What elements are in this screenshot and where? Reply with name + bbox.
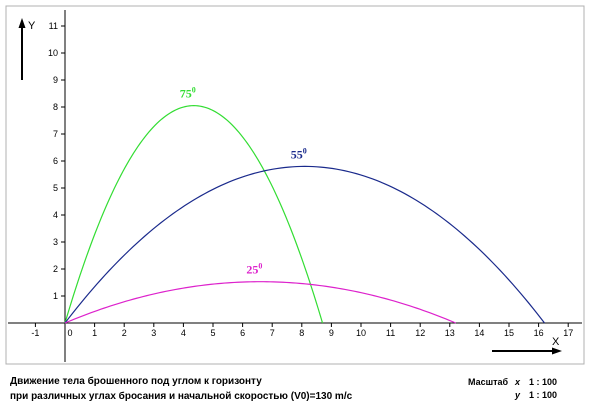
y-tick-label: 2: [53, 264, 58, 274]
x-axis-arrow-icon: [552, 347, 562, 355]
y-tick-label: 5: [53, 183, 58, 193]
y-axis-ticks: 1 2 3 4 5 6 7 8 9 10 11: [48, 21, 65, 301]
scale-info: Масштаб x 1 : 100 y 1 : 100: [468, 377, 557, 403]
trajectory-25-deg: [64, 281, 456, 324]
angle-label-25: 250: [246, 262, 262, 277]
y-tick-label: 3: [53, 237, 58, 247]
x-tick-label: 1: [92, 328, 97, 338]
x-tick-label: 12: [415, 328, 425, 338]
x-tick-label: 15: [504, 328, 514, 338]
x-tick-label: 9: [329, 328, 334, 338]
y-tick-label: 4: [53, 210, 58, 220]
x-tick-label: 2: [122, 328, 127, 338]
trajectory-chart: -1 0 1 2 3 4 5 6 7 8 9 10 11 12 13 14 15 16 17 12345678910…: [5, 5, 585, 365]
x-tick-label: 6: [240, 328, 245, 338]
y-tick-label: 8: [53, 102, 58, 112]
trajectory-75-deg: [64, 105, 324, 324]
y-tick-label: 6: [53, 156, 58, 166]
x-tick-label: 17: [563, 328, 573, 338]
scale-label: Масштаб: [468, 377, 509, 387]
angle-annotations: 750 550 250: [180, 86, 307, 277]
x-tick-label: -1: [31, 328, 39, 338]
scale-y-value: 1 : 100: [529, 390, 558, 400]
scale-x-value: 1 : 100: [529, 377, 558, 387]
angle-label-75: 750: [180, 86, 196, 101]
scale-row-x: Масштаб x 1 : 100: [468, 377, 557, 390]
x-tick-label: 5: [210, 328, 215, 338]
y-tick-label: 11: [49, 21, 58, 31]
x-tick-label: 13: [445, 328, 455, 338]
y-tick-label: 9: [53, 75, 58, 85]
scale-x-axis: x: [515, 377, 521, 387]
x-tick-label: 11: [386, 328, 395, 338]
caption-line-1: Движение тела брошенного под углом к гор…: [10, 376, 262, 387]
y-tick-label: 7: [53, 129, 58, 139]
x-tick-label: 8: [299, 328, 304, 338]
scale-row-y: y 1 : 100: [468, 390, 557, 403]
x-tick-label: 7: [270, 328, 275, 338]
y-tick-label: 1: [53, 291, 58, 301]
x-tick-label: 14: [474, 328, 484, 338]
plot-frame: [5, 5, 585, 365]
caption-line-2: при различных углах бросания и начальной…: [10, 391, 353, 402]
x-axis-ticks: -1 0 1 2 3 4 5 6 7 8 9 10 11 12 13 14 15 16 17: [31, 323, 573, 338]
x-tick-label: 10: [356, 328, 366, 338]
y-axis-arrow-icon: [18, 18, 26, 28]
y-axis-label: Y: [28, 20, 36, 32]
x-tick-label: 0: [67, 328, 72, 338]
x-tick-label: 3: [151, 328, 156, 338]
scale-y-axis: y: [515, 390, 521, 400]
trajectory-curves: [64, 105, 545, 324]
x-tick-label: 4: [181, 328, 186, 338]
x-tick-label: 16: [534, 328, 544, 338]
angle-label-55: 550: [291, 146, 307, 161]
chart-caption: Движение тела брошенного под углом к гор…: [10, 374, 352, 404]
trajectory-55-deg: [64, 165, 545, 324]
y-tick-label: 10: [48, 48, 58, 58]
x-axis-label: X: [552, 336, 560, 348]
